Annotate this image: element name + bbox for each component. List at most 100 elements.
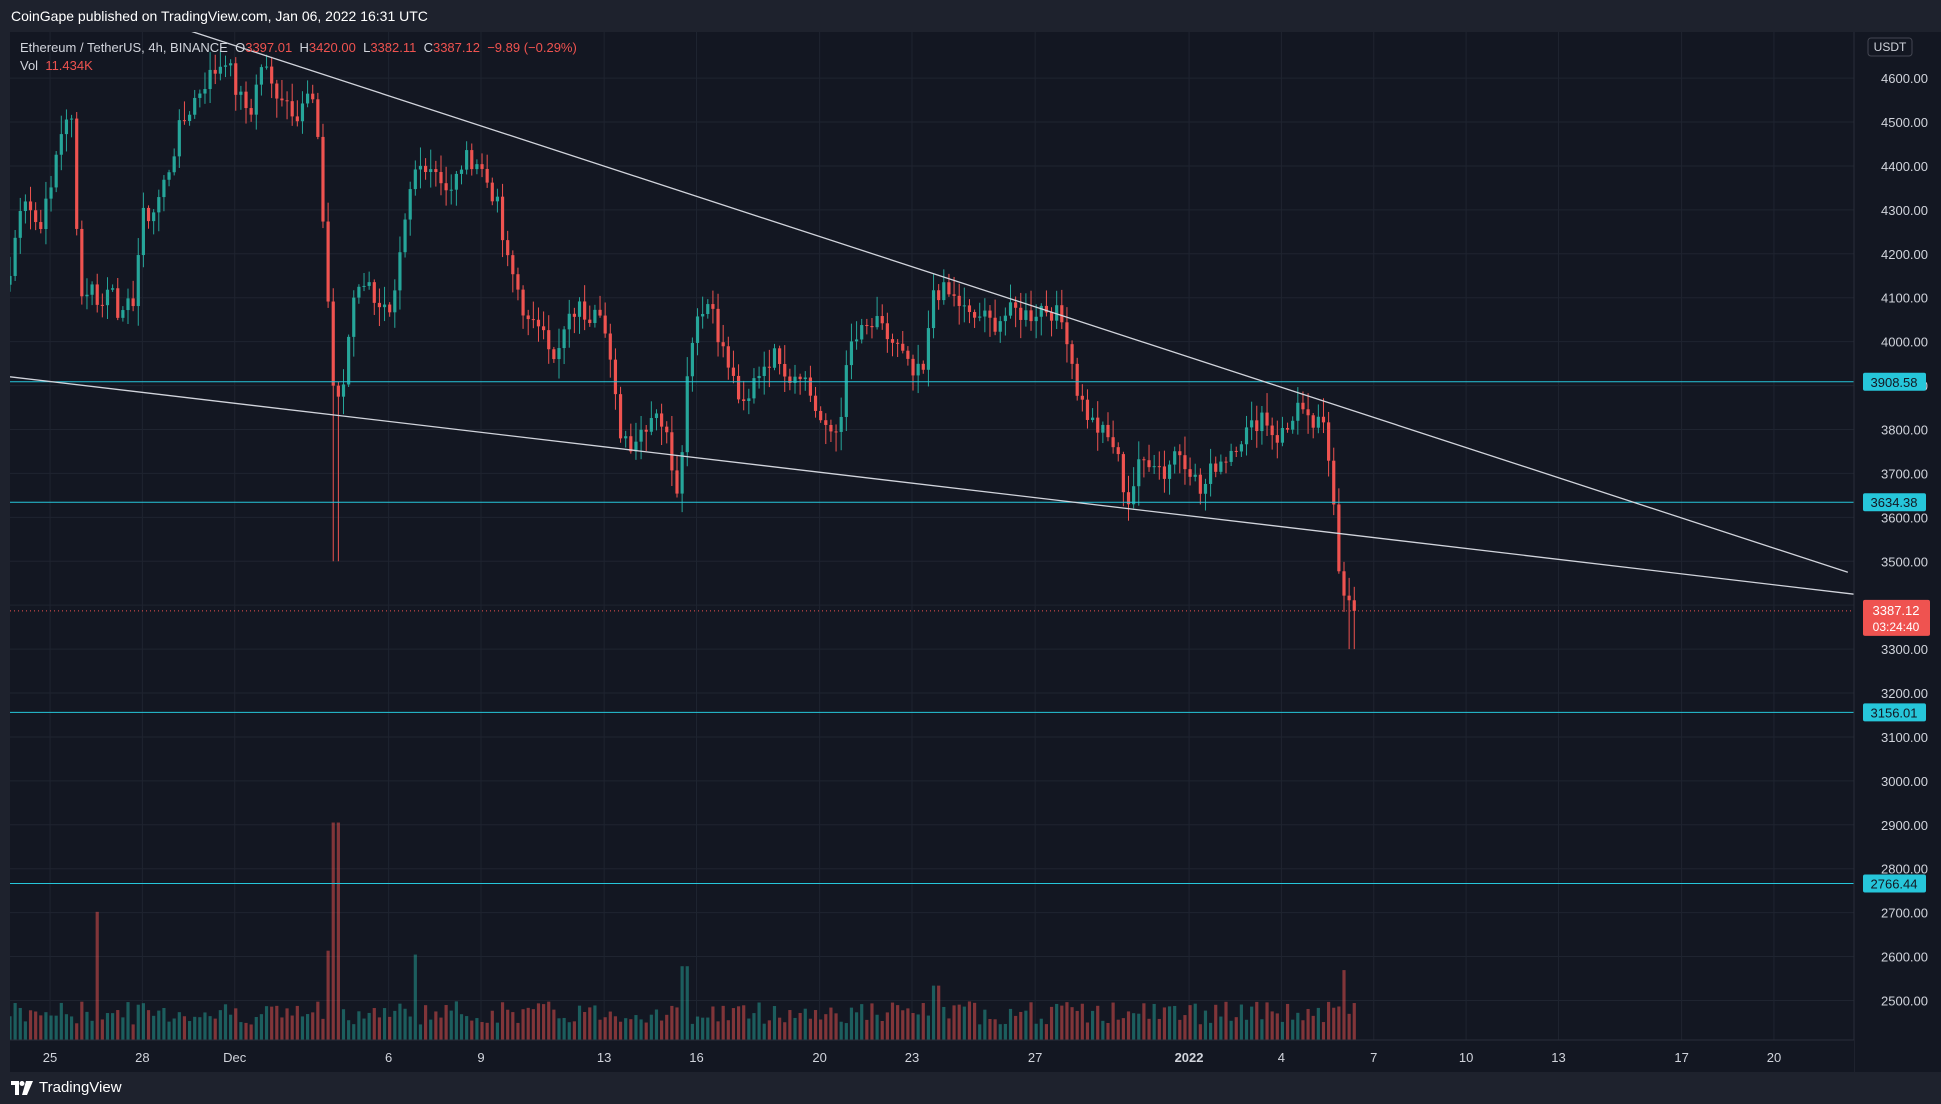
volume-bar (449, 1010, 453, 1040)
x-tick-label: 28 (135, 1050, 149, 1065)
volume-bar (577, 1005, 582, 1040)
volume-bar (177, 1012, 181, 1040)
volume-bar (716, 1021, 720, 1040)
volume-bar (295, 1005, 299, 1040)
time-axis[interactable] (10, 1040, 1854, 1072)
price-chart[interactable]: 4600.00 4500.00 4400.00 4300.00 4200.00 4100.… (10, 32, 1941, 1072)
candle-body (413, 169, 417, 190)
legend-open-label: O (235, 40, 246, 55)
candle-body (105, 289, 110, 306)
level-price-tag-label: 3634.38 (1871, 495, 1918, 510)
candle-body (444, 183, 448, 191)
volume-bar (542, 1004, 546, 1040)
candle-body (885, 323, 889, 340)
volume-bar (1203, 1010, 1208, 1040)
candle-body (634, 441, 638, 452)
volume-bar (1055, 1003, 1059, 1040)
volume-bar (1044, 1024, 1049, 1040)
candle-body (1055, 305, 1059, 321)
trendline-upper (191, 32, 1849, 573)
candle-body (234, 63, 238, 95)
candle-body (588, 319, 592, 324)
volume-bar (413, 954, 417, 1040)
candle-body (305, 93, 310, 104)
candle-body (213, 69, 217, 74)
candle-body (767, 366, 771, 368)
candle-body (223, 65, 228, 67)
candle-body (762, 366, 766, 377)
candle-body (1070, 344, 1074, 364)
legend-row-volume: Vol 11.434K (20, 57, 577, 75)
volume-bar (1342, 970, 1346, 1040)
y-tick-label: 3500.00 (1881, 554, 1928, 569)
candle-body (1229, 450, 1233, 462)
volume-bar (357, 1011, 361, 1040)
volume-bar (1224, 1001, 1228, 1040)
volume-bar (793, 1017, 797, 1040)
candle-body (911, 358, 915, 376)
volume-bar (1188, 1005, 1192, 1040)
candle-body (28, 201, 33, 211)
volume-bar (1014, 1015, 1018, 1040)
candle-body (1342, 571, 1346, 596)
legend-volume-value: 11.434K (45, 58, 93, 73)
candle-body (434, 169, 438, 173)
x-tick-label: 2022 (1175, 1050, 1204, 1065)
chart-area[interactable]: 4600.00 4500.00 4400.00 4300.00 4200.00 4100.… (10, 32, 1941, 1072)
candle-body (90, 284, 94, 295)
volume-bar (10, 1016, 12, 1040)
volume-bar (654, 1009, 659, 1040)
volume-bar (608, 1011, 612, 1040)
candle-body (993, 317, 997, 332)
level-price-tag (1863, 874, 1926, 893)
volume-bar (1311, 1015, 1315, 1040)
volume-bar (875, 1014, 879, 1040)
candle-body (1162, 466, 1167, 479)
volume-bar (300, 1016, 305, 1040)
candle-body (177, 120, 181, 157)
candle-body (408, 189, 412, 220)
candle-body (377, 302, 382, 308)
volume-bar (993, 1019, 997, 1040)
candle-body (834, 431, 838, 433)
candle-body (372, 282, 376, 303)
volume-bar (665, 1014, 669, 1040)
x-tick-label: 10 (1459, 1050, 1473, 1065)
y-tick-label: 2800.00 (1881, 862, 1928, 877)
candle-body (1024, 310, 1028, 320)
candle-body (198, 93, 202, 98)
candle-body (1260, 412, 1264, 432)
volume-bar (762, 1023, 766, 1040)
volume-bar (1091, 1010, 1095, 1040)
candle-body (1039, 305, 1043, 317)
candle-body (152, 212, 156, 222)
candle-body (962, 305, 966, 307)
volume-bar (39, 1015, 43, 1040)
candle-body (937, 290, 941, 301)
currency-badge[interactable] (1867, 37, 1913, 57)
volume-bar (305, 1014, 310, 1040)
legend-low-value: 3382.11 (370, 40, 417, 55)
x-tick-label: 23 (905, 1050, 919, 1065)
volume-bar (95, 911, 99, 1040)
candle-body (424, 165, 428, 173)
candle-body (116, 288, 120, 318)
candle-body (1224, 461, 1228, 463)
candle-body (875, 316, 879, 328)
volume-bar (1070, 1007, 1074, 1040)
volume-bar (372, 1008, 376, 1040)
volume-bar (136, 1004, 140, 1040)
tradingview-logo[interactable]: TradingView (11, 1079, 122, 1096)
y-tick-label: 2900.00 (1881, 818, 1928, 833)
candle-body (608, 333, 612, 360)
candle-body (44, 198, 48, 230)
price-axis[interactable] (1854, 32, 1941, 1072)
volume-bar (1250, 1006, 1254, 1040)
volume-bar (588, 1007, 592, 1040)
candle-body (1296, 402, 1300, 421)
candle-body (624, 436, 628, 439)
volume-bar (1049, 1006, 1054, 1040)
volume-bar (957, 1004, 961, 1040)
candle-body (259, 67, 263, 85)
candle-body (1111, 437, 1115, 448)
